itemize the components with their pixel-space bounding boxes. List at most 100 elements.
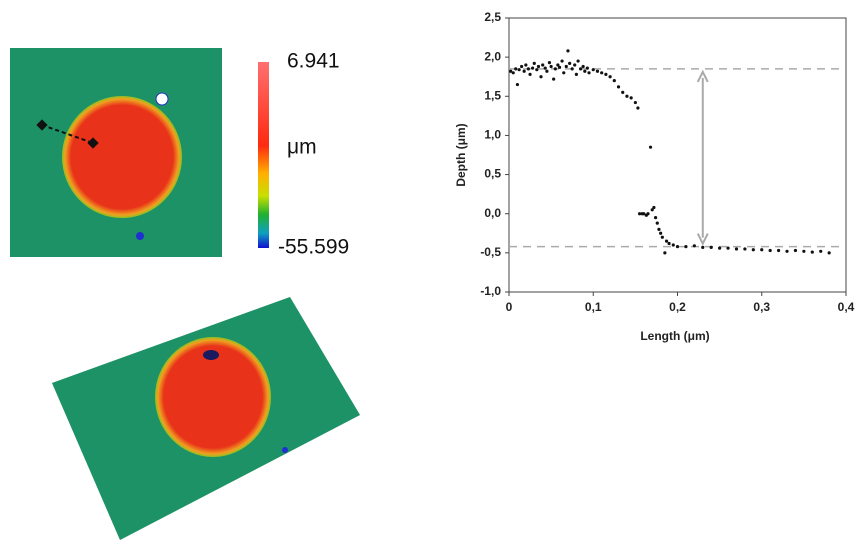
point	[547, 61, 552, 65]
colorbar-unit: μm	[287, 136, 317, 159]
x-tick-label: 0,2	[669, 300, 686, 314]
point	[560, 59, 564, 63]
point	[573, 63, 577, 67]
point	[629, 96, 633, 100]
point	[530, 66, 535, 70]
y-tick-label: -0,5	[480, 245, 501, 259]
point	[802, 249, 806, 253]
point	[667, 241, 671, 246]
point	[528, 72, 532, 76]
point	[660, 235, 664, 239]
point	[652, 205, 656, 210]
point	[581, 64, 585, 69]
point	[785, 249, 789, 253]
point	[819, 249, 823, 253]
arrow-head	[696, 69, 709, 246]
y-tick-label: 2,0	[484, 49, 501, 63]
point	[621, 90, 625, 94]
point	[777, 248, 781, 253]
point	[549, 64, 553, 69]
point	[648, 145, 653, 149]
afm-3d-image	[52, 297, 360, 540]
point	[657, 227, 661, 231]
point	[595, 69, 600, 73]
point	[637, 212, 642, 216]
point	[532, 61, 536, 66]
point	[522, 69, 526, 73]
point	[541, 63, 545, 67]
point	[545, 69, 549, 73]
point	[600, 71, 604, 75]
point	[520, 64, 524, 69]
point	[557, 65, 562, 69]
colorbar-max: 6.941	[287, 50, 340, 73]
point	[509, 69, 513, 73]
point	[562, 71, 566, 75]
point	[726, 246, 730, 250]
point	[650, 208, 654, 212]
point	[743, 247, 747, 251]
y-tick-label: -1,0	[480, 284, 501, 298]
point	[768, 248, 772, 253]
point	[511, 71, 515, 75]
point	[664, 239, 669, 243]
point	[536, 64, 541, 69]
x-tick-label: 0	[506, 300, 513, 314]
point	[585, 66, 589, 70]
point	[692, 244, 696, 248]
point	[583, 69, 587, 73]
point	[751, 248, 755, 252]
point	[552, 77, 556, 81]
point	[709, 245, 713, 249]
point	[566, 49, 570, 53]
point	[659, 231, 663, 235]
y-tick-label: 2,5	[484, 10, 501, 24]
point	[604, 72, 608, 76]
point	[734, 247, 739, 251]
x-tick-label: 0,1	[585, 300, 602, 314]
colorbar-min: -55.599	[278, 236, 349, 259]
point	[760, 248, 764, 252]
point	[524, 63, 528, 67]
point	[655, 221, 659, 225]
point	[539, 75, 543, 79]
y-tick-label: 0,5	[484, 167, 501, 181]
afm-2d-image	[10, 48, 222, 257]
depth-chart: Length (μm) Depth (μm) -1,0 -0,5 0,0 0,5 1,0…	[454, 10, 854, 343]
point	[636, 106, 640, 110]
colorbar: 6.941 μm -55.599	[258, 50, 349, 259]
point	[591, 68, 595, 72]
x-axis-label: Length (μm)	[640, 329, 709, 343]
point	[646, 212, 650, 216]
point	[810, 250, 814, 254]
point	[526, 67, 530, 71]
point	[579, 67, 583, 71]
point	[535, 68, 539, 72]
point	[653, 216, 658, 220]
point	[642, 212, 646, 216]
point	[671, 243, 675, 247]
point	[576, 59, 580, 63]
x-tick-label: 0,4	[838, 300, 855, 314]
point	[633, 100, 637, 105]
point	[514, 67, 518, 71]
point	[556, 63, 560, 67]
point	[827, 251, 831, 255]
point	[701, 245, 705, 249]
y-tick-label: 0,0	[484, 206, 501, 220]
point	[574, 72, 579, 76]
point	[515, 82, 520, 87]
point	[616, 85, 621, 89]
y-axis-label: Depth (μm)	[454, 123, 468, 186]
x-tick-label: 0,3	[753, 300, 770, 314]
point	[608, 75, 612, 79]
point	[612, 79, 616, 83]
point	[553, 67, 557, 71]
point	[675, 244, 680, 249]
point	[568, 61, 572, 66]
point	[564, 64, 568, 69]
point	[517, 68, 521, 72]
point	[718, 246, 722, 250]
point	[543, 66, 547, 70]
